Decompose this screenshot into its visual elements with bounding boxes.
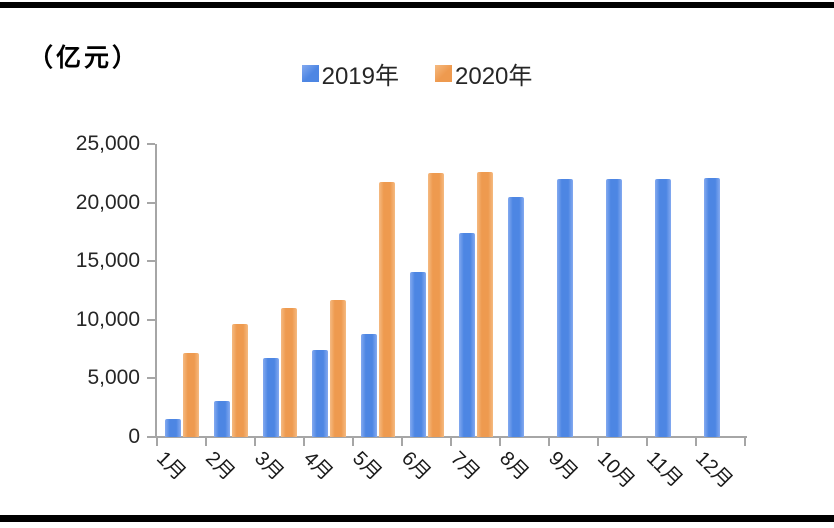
bar-2020年-6月 — [428, 173, 444, 437]
bar-2019年-6月 — [410, 271, 426, 437]
bar-2019年-11月 — [655, 179, 671, 437]
bar-2020年-4月 — [330, 299, 346, 437]
bar-2020年-5月 — [379, 181, 395, 437]
legend-item-2020: 2020年 — [435, 56, 532, 91]
x-axis-label: 2月 — [200, 447, 239, 485]
x-axis-label: 4月 — [298, 447, 337, 485]
x-axis-tick — [597, 438, 599, 446]
x-axis-label: 6月 — [396, 447, 435, 485]
x-axis-tick — [303, 438, 305, 446]
x-axis-tick — [352, 438, 354, 446]
x-axis-label: 8月 — [494, 447, 533, 485]
y-axis-tick-label: 5,000 — [87, 366, 140, 390]
bar-2019年-2月 — [214, 400, 230, 437]
y-axis-tick-label: 10,000 — [75, 307, 140, 331]
x-axis-tick — [695, 438, 697, 446]
y-axis-tick — [147, 377, 155, 380]
bar-2019年-10月 — [606, 179, 622, 437]
bar-2019年-3月 — [263, 358, 279, 437]
x-axis-label: 3月 — [249, 447, 288, 485]
x-axis-tick — [548, 438, 550, 446]
x-axis-tick — [499, 438, 501, 446]
bottom-border-rule — [0, 515, 834, 522]
legend-swatch-2019-icon — [301, 65, 319, 82]
chart-legend: 2019年 2020年 — [0, 56, 834, 91]
x-axis-tick — [646, 438, 648, 446]
bar-2020年-2月 — [232, 324, 248, 437]
y-axis-tick-label: 25,000 — [75, 132, 140, 155]
y-axis-unit-label: （亿元） — [28, 43, 141, 72]
x-axis-label: 1月 — [151, 447, 190, 485]
bar-2019年-9月 — [557, 179, 573, 437]
x-axis-line — [155, 436, 747, 438]
x-axis-label: 10月 — [592, 447, 639, 493]
x-axis-tick — [156, 438, 158, 446]
y-axis-tick-label: 15,000 — [75, 249, 140, 273]
legend-swatch-2020-icon — [435, 65, 452, 82]
bar-2019年-8月 — [508, 196, 524, 437]
y-axis-tick-label: 20,000 — [75, 190, 140, 214]
y-axis-tick — [147, 260, 155, 263]
x-axis-label: 11月 — [641, 447, 687, 492]
y-axis-tick — [147, 436, 155, 438]
legend-label-2020: 2020年 — [455, 63, 533, 90]
x-axis-tick — [450, 438, 452, 446]
y-axis-tick — [147, 143, 155, 145]
x-axis-label: 9月 — [543, 447, 582, 485]
bar-2020年-3月 — [281, 308, 297, 437]
y-axis-tick-label: 0 — [128, 425, 140, 448]
top-border-rule — [0, 2, 834, 8]
y-axis-tick — [147, 201, 155, 204]
y-axis-line — [155, 144, 157, 438]
bar-2019年-1月 — [165, 419, 181, 437]
bar-2020年-7月 — [477, 172, 493, 437]
y-axis-tick — [147, 318, 155, 321]
x-axis-tick — [254, 438, 256, 446]
x-axis-label: 5月 — [347, 447, 386, 485]
bar-2019年-4月 — [312, 350, 328, 437]
x-axis-tick — [205, 438, 207, 446]
x-axis-label: 12月 — [690, 447, 737, 493]
x-axis-tick — [744, 438, 746, 446]
bar-2019年-5月 — [361, 333, 377, 437]
bar-2019年-12月 — [704, 177, 720, 437]
bar-2019年-7月 — [459, 233, 475, 437]
legend-label-2019: 2019年 — [321, 63, 399, 90]
bar-2020年-1月 — [183, 352, 199, 437]
legend-item-2019: 2019年 — [301, 56, 399, 91]
x-axis-label: 7月 — [445, 447, 484, 485]
x-axis-tick — [401, 438, 403, 446]
